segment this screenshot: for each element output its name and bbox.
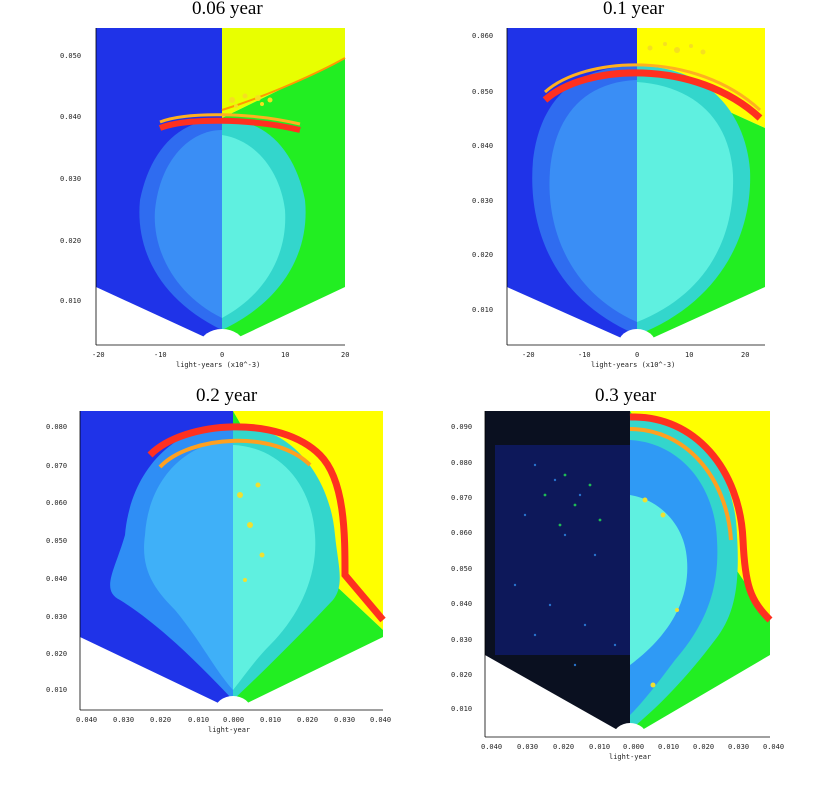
x-tick: -20 (92, 351, 105, 359)
y-tick: 0.040 (46, 575, 68, 583)
y-tick: 0.030 (451, 636, 473, 644)
x-axis-label: light-years (x10^-3) (176, 361, 261, 369)
simulation-image (95, 28, 346, 346)
y-tick: 0.030 (46, 613, 68, 621)
x-tick: 0.040 (76, 716, 98, 724)
x-tick: 0.020 (150, 716, 172, 724)
simulation-image (506, 28, 765, 346)
x-tick: 0.020 (553, 743, 575, 751)
x-tick: 0.040 (481, 743, 503, 751)
x-tick: 0.040 (763, 743, 785, 751)
x-tick: 0 (635, 351, 640, 359)
x-tick: 0.000 (623, 743, 645, 751)
y-tick: 0.040 (472, 142, 494, 150)
x-tick: 0.010 (188, 716, 210, 724)
simulation-image (79, 411, 386, 711)
panel-0-1-year: 0.1 year 0.060 0.050 0.040 0.030 0.020 0… (415, 0, 830, 385)
y-tick: 0.040 (60, 113, 82, 121)
panel-0-06-year: 0.06 year 0.050 0.040 0.030 0.020 0.010 … (0, 0, 415, 385)
y-tick: 0.050 (472, 88, 494, 96)
x-axis-label: light-years (x10^-3) (591, 361, 676, 369)
y-tick: 0.050 (451, 565, 473, 573)
panel-0-2-year: 0.2 year 0.080 0.070 0.060 0.050 0.040 0… (0, 385, 415, 794)
x-tick: -10 (154, 351, 167, 359)
y-tick: 0.040 (451, 600, 473, 608)
x-tick: 0.010 (589, 743, 611, 751)
y-tick: 0.050 (60, 52, 82, 60)
y-tick: 0.020 (60, 237, 82, 245)
panel-0-3-year: 0.3 year 0.090 0.080 0.07 (415, 385, 830, 794)
panel-title: 0.06 year (192, 0, 263, 19)
y-tick: 0.010 (472, 306, 494, 314)
y-tick: 0.080 (46, 423, 68, 431)
x-tick: 0.040 (370, 716, 392, 724)
simulation-image (484, 411, 773, 738)
x-axis-label: light-year (208, 726, 251, 734)
panel-title: 0.2 year (196, 385, 258, 406)
x-tick: 0.030 (517, 743, 539, 751)
y-tick: 0.060 (46, 499, 68, 507)
y-tick: 0.060 (451, 529, 473, 537)
x-tick: 0 (220, 351, 225, 359)
y-tick: 0.070 (451, 494, 473, 502)
y-tick: 0.090 (451, 423, 473, 431)
x-tick: 0.000 (223, 716, 245, 724)
x-tick: -20 (522, 351, 535, 359)
x-tick: 0.030 (728, 743, 750, 751)
y-tick: 0.080 (451, 459, 473, 467)
y-tick: 0.060 (472, 32, 494, 40)
x-tick: 0.030 (334, 716, 356, 724)
x-axis-label: light-year (609, 753, 652, 761)
shock-shell (158, 117, 301, 133)
right-ambient-yellow (637, 28, 765, 128)
right-ambient-yellow (222, 28, 345, 118)
x-tick: 0.010 (260, 716, 282, 724)
shock-shell (629, 413, 773, 623)
y-tick: 0.010 (60, 297, 82, 305)
x-tick: 10 (685, 351, 694, 359)
shock-shell (542, 69, 763, 121)
x-tick: -10 (578, 351, 591, 359)
y-tick: 0.050 (46, 537, 68, 545)
x-tick: 20 (741, 351, 750, 359)
y-tick: 0.030 (472, 197, 494, 205)
x-tick: 0.010 (658, 743, 680, 751)
x-tick: 10 (281, 351, 290, 359)
y-tick: 0.020 (451, 671, 473, 679)
y-tick: 0.020 (46, 650, 68, 658)
y-tick: 0.030 (60, 175, 82, 183)
x-tick: 0.030 (113, 716, 135, 724)
panel-title: 0.1 year (603, 0, 665, 19)
y-tick: 0.070 (46, 462, 68, 470)
x-tick: 0.020 (297, 716, 319, 724)
panel-title: 0.3 year (595, 385, 657, 406)
y-tick: 0.020 (472, 251, 494, 259)
x-tick: 0.020 (693, 743, 715, 751)
y-tick: 0.010 (46, 686, 68, 694)
y-tick: 0.010 (451, 705, 473, 713)
x-tick: 20 (341, 351, 350, 359)
shock-shell (147, 423, 386, 623)
